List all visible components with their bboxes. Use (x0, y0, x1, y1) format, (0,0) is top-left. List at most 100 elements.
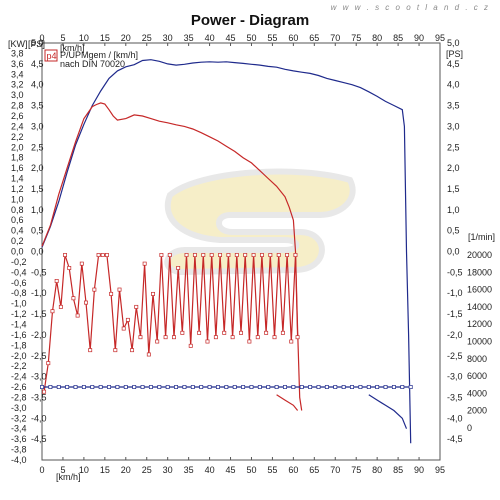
series-point-3 (140, 385, 145, 389)
ps-axis-unit: [PS] (28, 39, 45, 49)
x-unit-bottom: [km/h] (56, 472, 81, 482)
series-point-2 (201, 253, 206, 257)
series-point-2 (226, 253, 231, 257)
x-tick-label-top: 90 (414, 33, 424, 43)
ps-tick-label: -0,5 (31, 267, 47, 277)
ps-tick-label: 1,0 (31, 205, 44, 215)
rpm-tick-label: 2000 (467, 406, 487, 416)
series-point-3 (249, 385, 254, 389)
rpm-tick-label: 6000 (467, 371, 487, 381)
series-point-2 (71, 296, 76, 301)
ps-tick-label: -2,5 (31, 351, 47, 361)
right-ps-tick-label: -1,5 (447, 309, 463, 319)
series-point-3 (65, 385, 70, 389)
x-tick-label-bottom: 15 (100, 465, 110, 475)
right-ps-tick-label: 2,0 (447, 163, 460, 173)
series-point-2 (130, 348, 135, 353)
kw-tick-label: -2,8 (11, 392, 27, 402)
series-point-2 (58, 304, 63, 309)
legend-marker-box (44, 49, 58, 62)
kw-tick-label: 1,6 (11, 163, 24, 173)
series-point-2 (151, 291, 155, 296)
series-point-2 (188, 343, 193, 348)
series-line-5 (368, 394, 408, 429)
right-ps-tick-label: 3,0 (447, 121, 460, 131)
kw-tick-label: -0,6 (11, 278, 27, 288)
kw-tick-label: 0,6 (11, 215, 24, 225)
series-point-2 (239, 330, 243, 335)
kw-tick-label: 2,4 (11, 121, 24, 131)
x-tick-label-bottom: 30 (163, 465, 173, 475)
series-point-2 (205, 339, 210, 344)
x-tick-label-top: 75 (351, 33, 361, 43)
series-point-3 (48, 385, 53, 389)
ps-tick-label: -4,5 (31, 434, 47, 444)
rpm-tick-label: 8000 (467, 354, 487, 364)
x-tick-label-bottom: 0 (39, 465, 44, 475)
series-point-2 (92, 287, 97, 292)
ps-tick-label: 3,0 (31, 121, 44, 131)
right-ps-tick-label: -2,0 (447, 330, 463, 340)
series-point-2 (268, 253, 273, 257)
series-point-2 (280, 330, 285, 335)
kw-tick-label: 1,4 (11, 174, 24, 184)
series-point-2 (192, 253, 197, 257)
kw-tick-label: 3,6 (11, 59, 24, 69)
x-tick-label-bottom: 75 (351, 465, 361, 475)
series-point-2 (146, 352, 151, 357)
right-ps-tick-label: -2,5 (447, 351, 463, 361)
x-tick-label-top: 40 (205, 33, 215, 43)
series-point-3 (257, 385, 262, 389)
right-ps-tick-label: 1,0 (447, 205, 460, 215)
ps-tick-label: 3,5 (31, 101, 44, 111)
series-point-2 (218, 253, 223, 257)
series-point-3 (375, 385, 380, 389)
series-point-2 (54, 279, 59, 283)
kw-tick-label: -3,4 (11, 424, 27, 434)
kw-tick-label: 0,2 (11, 236, 24, 246)
series-point-3 (190, 385, 195, 389)
series-point-3 (358, 385, 363, 389)
series-point-2 (138, 335, 143, 340)
kw-tick-label: -1,8 (11, 340, 27, 350)
series-point-2 (197, 330, 202, 335)
right-ps-tick-label: 0,5 (447, 226, 460, 236)
x-tick-label-bottom: 60 (288, 465, 298, 475)
rpm-tick-label: 10000 (467, 337, 492, 347)
x-tick-label-bottom: 10 (79, 465, 89, 475)
x-tick-label-top: 20 (121, 33, 131, 43)
series-point-3 (148, 385, 153, 389)
series-point-2 (230, 335, 235, 340)
x-tick-label-bottom: 20 (121, 465, 131, 475)
series-point-3 (90, 385, 95, 389)
rpm-tick-label: 18000 (467, 267, 492, 277)
series-point-2 (142, 261, 147, 266)
kw-tick-label: -2,2 (11, 361, 27, 371)
series-point-2 (159, 253, 164, 257)
kw-tick-label: -4,0 (11, 455, 27, 465)
series-point-3 (199, 385, 204, 389)
series-point-2 (79, 261, 84, 266)
series-point-3 (157, 385, 162, 389)
ps-tick-label: 5,0 (31, 38, 44, 48)
right-ps-tick-label: -4,0 (447, 413, 463, 423)
x-tick-label-top: 35 (184, 33, 194, 43)
series-point-2 (50, 309, 55, 314)
ps-tick-label: 1,5 (31, 184, 44, 194)
x-tick-label-top: 60 (288, 33, 298, 43)
x-tick-label-bottom: 55 (267, 465, 277, 475)
x-tick-label-bottom: 35 (184, 465, 194, 475)
x-unit-top: [km/h] (60, 43, 85, 53)
kw-tick-label: 3,4 (11, 69, 24, 79)
kw-tick-label: -3,6 (11, 434, 27, 444)
watermark-text: w w w . s c o o t l a n d . c z (331, 3, 490, 12)
kw-tick-label: -2,4 (11, 372, 27, 382)
kw-tick-label: 2,8 (11, 101, 24, 111)
series-point-3 (283, 385, 287, 389)
kw-tick-label: 3,8 (11, 48, 24, 58)
x-tick-label-bottom: 45 (226, 465, 236, 475)
ps-tick-label: 2,5 (31, 142, 44, 152)
series-point-3 (207, 385, 212, 389)
series-point-2 (264, 330, 269, 335)
right-ps-tick-label: -0,5 (447, 267, 463, 277)
